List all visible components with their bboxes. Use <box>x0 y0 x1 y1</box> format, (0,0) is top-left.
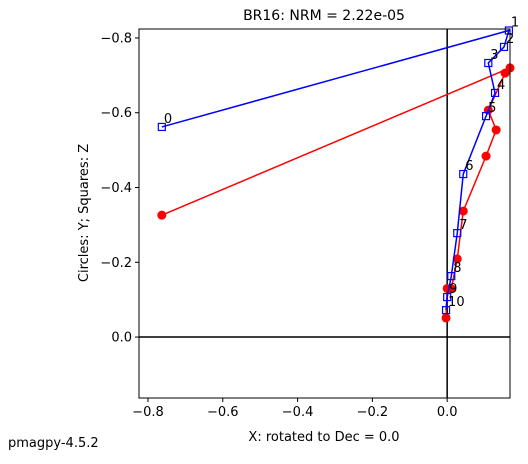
y-axis-label: Circles: Y; Squares: Z <box>77 144 92 282</box>
footer: pmagpy-4.5.2 <box>8 436 99 451</box>
square-marker <box>484 58 493 68</box>
square-marker <box>481 112 491 121</box>
y-tick-label: −0.6 <box>100 106 132 121</box>
series-line <box>161 67 510 319</box>
square-marker <box>504 26 513 35</box>
x-axis-label: X: rotated to Dec = 0.0 <box>248 430 399 445</box>
point-label: 0 <box>164 112 172 127</box>
point-label: 9 <box>449 282 457 297</box>
circle-marker <box>458 206 468 216</box>
square-marker <box>441 306 451 315</box>
circle-marker <box>481 151 491 161</box>
y-tick-label: −0.4 <box>100 181 132 196</box>
square-marker <box>447 272 456 281</box>
circle-marker <box>157 210 167 220</box>
circle-marker <box>491 125 501 135</box>
point-label: 4 <box>497 78 505 93</box>
plot-frame <box>138 28 511 399</box>
x-tick-label: −0.4 <box>282 405 314 420</box>
x-tick-label: 0.0 <box>437 405 458 420</box>
circle-marker <box>441 313 451 323</box>
point-label: 3 <box>490 48 498 63</box>
square-marker <box>157 122 166 132</box>
point-label: 10 <box>448 295 465 310</box>
y-tick-label: 0.0 <box>111 331 132 346</box>
square-marker <box>453 229 462 238</box>
point-label: 1 <box>511 15 519 30</box>
circle-marker <box>500 68 510 78</box>
point-label: 6 <box>465 159 473 174</box>
x-tick-label: −0.8 <box>132 405 164 420</box>
point-label: 8 <box>453 261 461 276</box>
square-marker <box>459 169 468 179</box>
y-tick-label: −0.8 <box>100 31 132 46</box>
x-tick-label: −0.6 <box>207 405 239 420</box>
square-marker <box>443 292 452 302</box>
series-line <box>161 29 510 311</box>
point-label: 5 <box>488 101 496 116</box>
chart-title: BR16: NRM = 2.22e-05 <box>243 8 405 24</box>
square-marker <box>490 88 500 98</box>
square-marker <box>499 42 509 52</box>
circle-marker <box>452 254 462 264</box>
point-label: 7 <box>459 218 467 233</box>
y-tick-label: −0.2 <box>100 256 132 271</box>
x-tick-label: −0.2 <box>357 405 389 420</box>
